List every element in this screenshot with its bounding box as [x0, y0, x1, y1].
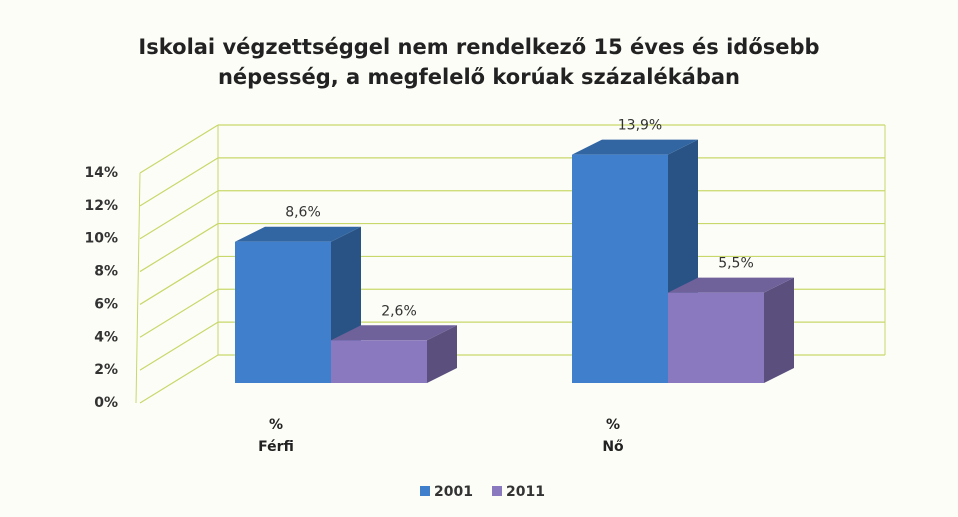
data-label: 5,5% [718, 256, 754, 272]
legend-swatch [492, 486, 502, 496]
bar [572, 154, 668, 383]
data-label: 2,6% [381, 303, 417, 319]
grid-line [139, 255, 219, 305]
y-tick-label: 10% [84, 231, 118, 247]
legend-swatch [420, 486, 430, 496]
grid-line [139, 288, 219, 338]
bar-top [235, 226, 361, 242]
y-tick-label: 0% [94, 395, 118, 411]
y-tick-label: 14% [84, 165, 118, 181]
bar [331, 340, 427, 383]
data-label: 8,6% [285, 205, 321, 221]
grid-line [139, 223, 219, 273]
bar [668, 292, 764, 383]
y-tick-label: 6% [94, 296, 118, 312]
bar-top [331, 325, 457, 341]
grid-line [139, 124, 219, 174]
grid-line [139, 321, 219, 371]
y-tick-label: 4% [94, 329, 118, 345]
chart-title: Iskolai végzettséggel nem rendelkező 15 … [138, 35, 820, 89]
bar-top [668, 277, 794, 293]
x-tick-label: % Férfi [258, 417, 294, 455]
bar-side [427, 325, 457, 383]
grid-line [139, 190, 219, 240]
bar [235, 241, 331, 383]
bar-top [572, 139, 698, 155]
legend-label: 2011 [506, 484, 545, 500]
y-tick-label: 2% [94, 362, 118, 378]
y-tick-label: 8% [94, 264, 118, 280]
y-tick-label: 12% [84, 198, 118, 214]
grid-line [139, 354, 219, 404]
data-label: 13,9% [618, 118, 662, 134]
bar-side [764, 277, 794, 383]
x-tick-label: % Nő [602, 417, 624, 455]
grid-line [139, 157, 219, 207]
legend-label: 2001 [434, 484, 473, 500]
axis-line [135, 172, 141, 404]
